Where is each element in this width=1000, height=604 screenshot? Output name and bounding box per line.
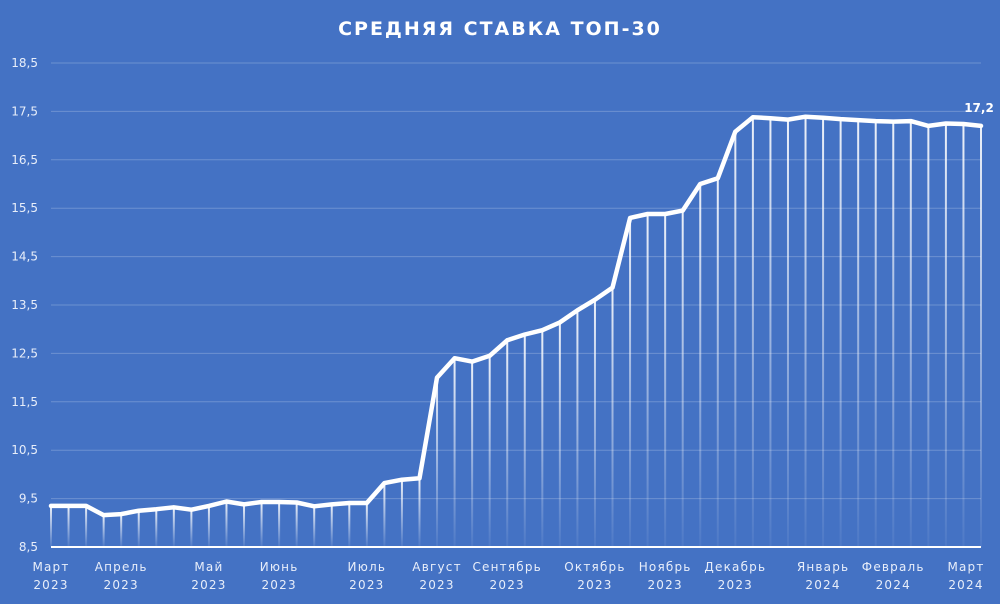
x-tick-month: Июль bbox=[348, 560, 387, 574]
drop-line bbox=[892, 121, 895, 548]
drop-line bbox=[172, 507, 175, 547]
drop-line bbox=[857, 120, 860, 547]
y-tick-label: 14,5 bbox=[11, 250, 38, 264]
x-tick-year: 2023 bbox=[191, 578, 226, 592]
drop-line bbox=[980, 125, 982, 548]
x-tick-year: 2023 bbox=[718, 578, 753, 592]
y-tick-label: 16,5 bbox=[11, 153, 38, 167]
drop-line bbox=[50, 505, 52, 547]
drop-line bbox=[681, 210, 684, 547]
drop-line bbox=[786, 119, 789, 548]
drop-lines bbox=[50, 116, 982, 548]
drop-line bbox=[751, 117, 754, 547]
drop-line bbox=[909, 121, 912, 547]
drop-line bbox=[541, 330, 544, 547]
y-tick-label: 15,5 bbox=[11, 201, 38, 215]
x-tick-year: 2023 bbox=[261, 578, 296, 592]
drop-line bbox=[874, 121, 877, 547]
drop-line bbox=[260, 501, 263, 547]
x-tick-year: 2023 bbox=[104, 578, 139, 592]
drop-line bbox=[629, 217, 632, 547]
y-tick-label: 10,5 bbox=[11, 443, 38, 457]
drop-line bbox=[664, 214, 667, 547]
drop-line bbox=[944, 123, 947, 547]
x-tick-month: Декабрь bbox=[704, 560, 766, 574]
x-tick-year: 2024 bbox=[948, 578, 983, 592]
drop-line bbox=[506, 340, 509, 547]
drop-line bbox=[120, 514, 123, 547]
x-axis-ticks: Март 2023 Апрель 2023 Май 2023 Июнь 2023 Июль 202… bbox=[32, 560, 984, 592]
drop-line bbox=[155, 509, 158, 547]
drop-line bbox=[102, 515, 105, 547]
drop-line bbox=[646, 214, 649, 547]
x-tick-month: Февраль bbox=[862, 560, 925, 574]
drop-line bbox=[453, 358, 456, 547]
drop-line bbox=[418, 478, 421, 547]
y-tick-label: 13,5 bbox=[11, 298, 38, 312]
drop-line bbox=[190, 509, 193, 547]
y-tick-label: 17,5 bbox=[11, 104, 38, 118]
x-tick-month: Август bbox=[412, 560, 461, 574]
drop-line bbox=[593, 299, 596, 547]
drop-line bbox=[67, 505, 70, 547]
x-tick-year: 2024 bbox=[805, 578, 840, 592]
drop-line bbox=[383, 483, 386, 547]
drop-line bbox=[330, 504, 333, 547]
x-tick-month: Март bbox=[32, 560, 69, 574]
drop-line bbox=[436, 377, 439, 547]
x-tick-month: Май bbox=[194, 560, 223, 574]
drop-line bbox=[523, 334, 526, 547]
drop-line bbox=[243, 504, 246, 547]
x-tick-year: 2023 bbox=[349, 578, 384, 592]
y-axis-ticks: 8,5 9,5 10,5 11,5 12,5 13,5 14,5 15,5 16,5 17,5 18… bbox=[11, 56, 38, 554]
drop-line bbox=[962, 123, 965, 547]
drop-line bbox=[295, 502, 298, 547]
x-tick-month: Сентябрь bbox=[472, 560, 542, 574]
x-tick-month: Апрель bbox=[95, 560, 148, 574]
y-tick-label: 9,5 bbox=[19, 492, 38, 506]
drop-line bbox=[734, 131, 737, 547]
drop-line bbox=[225, 501, 228, 547]
y-tick-label: 11,5 bbox=[11, 395, 38, 409]
drop-line bbox=[804, 116, 807, 547]
x-tick-year: 2024 bbox=[876, 578, 911, 592]
x-tick-year: 2023 bbox=[490, 578, 525, 592]
x-tick-year: 2023 bbox=[419, 578, 454, 592]
drop-line bbox=[716, 178, 719, 547]
drop-line bbox=[611, 287, 614, 547]
drop-line bbox=[927, 125, 930, 548]
x-tick-month: Октябрь bbox=[564, 560, 625, 574]
x-tick-month: Ноябрь bbox=[639, 560, 692, 574]
drop-line bbox=[822, 117, 825, 547]
chart-title: СРЕДНЯЯ СТАВКА ТОП-30 bbox=[338, 18, 662, 40]
last-value-label: 17,2 bbox=[964, 101, 994, 115]
y-tick-label: 12,5 bbox=[11, 346, 38, 360]
drop-line bbox=[313, 506, 316, 547]
x-tick-year: 2023 bbox=[577, 578, 612, 592]
drop-line bbox=[558, 322, 561, 547]
series-line bbox=[48, 114, 984, 518]
drop-line bbox=[488, 355, 491, 547]
x-tick-month: Январь bbox=[797, 560, 850, 574]
drop-line bbox=[207, 505, 210, 547]
drop-line bbox=[400, 479, 403, 547]
drop-line bbox=[348, 502, 351, 547]
x-tick-month: Июнь bbox=[260, 560, 299, 574]
drop-line bbox=[576, 310, 579, 547]
drop-line bbox=[769, 118, 772, 548]
drop-line bbox=[471, 361, 474, 547]
y-tick-label: 8,5 bbox=[19, 540, 38, 554]
x-tick-month: Март bbox=[947, 560, 984, 574]
drop-line bbox=[85, 505, 88, 547]
drop-line bbox=[699, 184, 702, 547]
y-tick-label: 18,5 bbox=[11, 56, 38, 70]
drop-line bbox=[839, 119, 842, 548]
drop-line bbox=[278, 501, 281, 547]
drop-line bbox=[137, 510, 140, 547]
gridlines bbox=[51, 62, 981, 500]
drop-line bbox=[365, 502, 368, 547]
x-tick-year: 2023 bbox=[33, 578, 68, 592]
x-tick-year: 2023 bbox=[647, 578, 682, 592]
